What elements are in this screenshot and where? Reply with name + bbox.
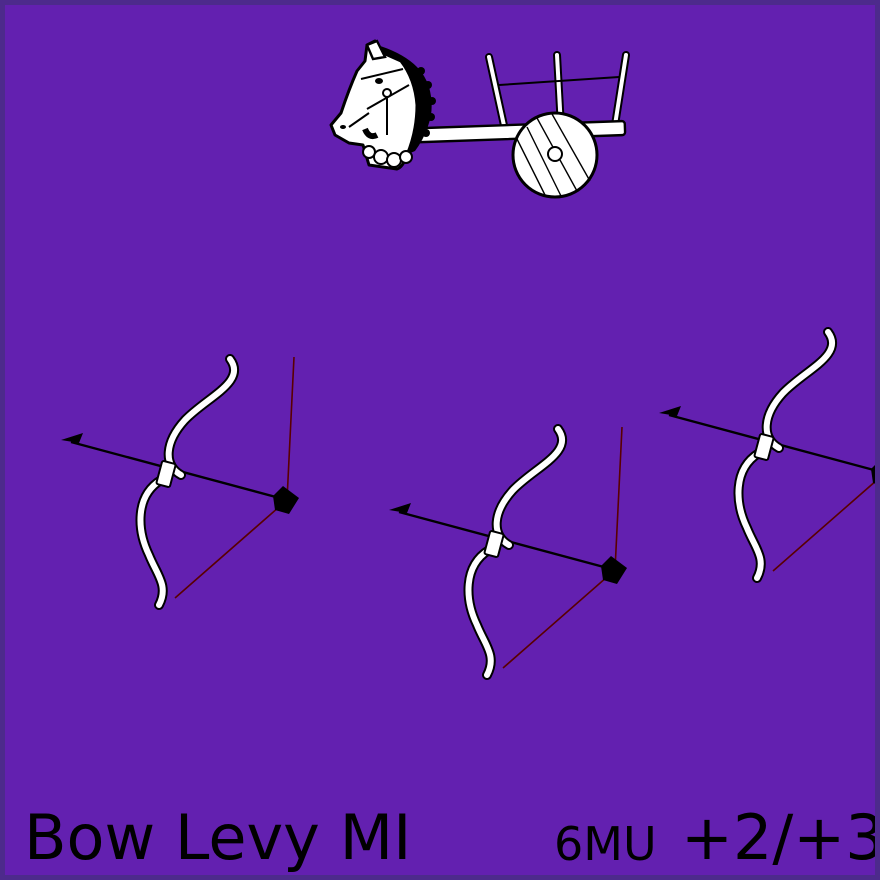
combat-factor: +2/+3 xyxy=(681,801,880,874)
bow-and-arrow-icon xyxy=(659,330,880,578)
card-artwork xyxy=(5,39,880,880)
bow-and-arrow-icon xyxy=(389,427,627,675)
bow-and-arrow-icon xyxy=(61,357,299,605)
horse-chariot-icon xyxy=(329,39,630,199)
unit-name: Bow Levy MI xyxy=(24,801,412,874)
unit-cost: 6MU xyxy=(554,817,657,871)
